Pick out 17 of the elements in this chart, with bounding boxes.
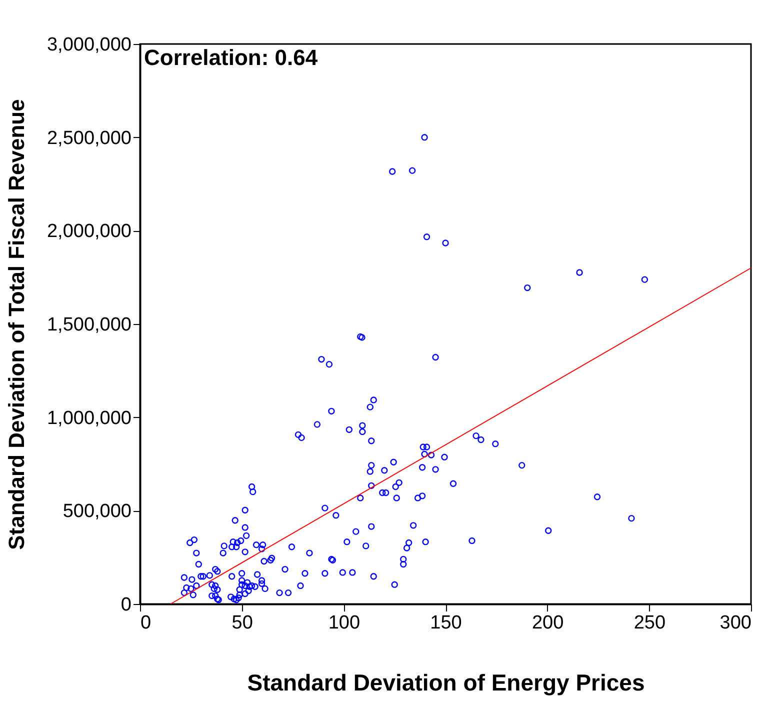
x-tick-label: 100: [328, 612, 360, 634]
annotation: Correlation: 0.64: [144, 45, 318, 70]
y-axis-title: Standard Deviation of Total Fiscal Revenue: [4, 99, 29, 550]
x-tick-label: 250: [634, 612, 666, 634]
y-tick-label: 0: [120, 594, 132, 616]
x-tick-label: 150: [430, 612, 462, 634]
x-tick-label: 200: [532, 612, 564, 634]
y-tick-label: 3,000,000: [46, 34, 132, 56]
y-tick-label: 500,000: [62, 501, 132, 522]
x-tick-label: 300: [720, 612, 752, 634]
y-tick-label: 2,500,000: [46, 128, 132, 149]
y-tick-label: 1,000,000: [46, 408, 132, 429]
y-tick-label: 2,000,000: [46, 221, 132, 242]
x-axis-title: Standard Deviation of Energy Prices: [247, 670, 645, 696]
y-tick-label: 1,500,000: [46, 314, 132, 336]
x-tick-label: 0: [140, 612, 152, 634]
x-tick-label: 50: [232, 612, 253, 634]
